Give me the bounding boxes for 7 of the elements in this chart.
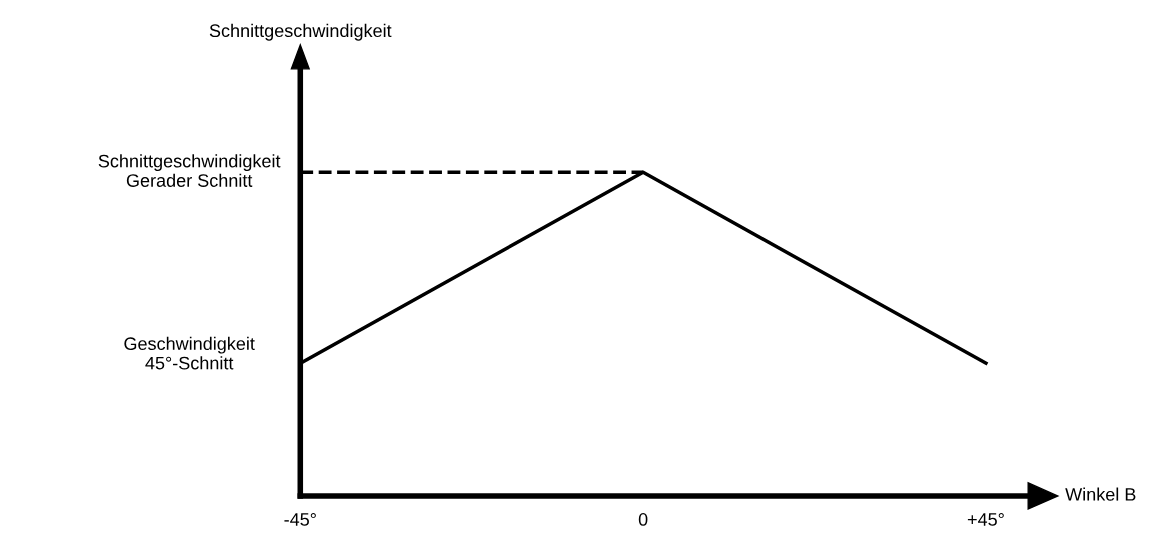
x-axis-title: Winkel B (1065, 487, 1136, 501)
text: Schnittgeschwindigkeit (209, 23, 392, 41)
x-tick-label: -45° (284, 513, 316, 526)
x-tick-label: +45° (967, 513, 1004, 526)
x-tick-label: 0 (638, 513, 648, 526)
ref-line-label: Schnittgeschwindigkeit Gerader Schnitt (98, 154, 281, 187)
annotation: Geschwindigkeit 45°-Schnitt (124, 336, 255, 370)
